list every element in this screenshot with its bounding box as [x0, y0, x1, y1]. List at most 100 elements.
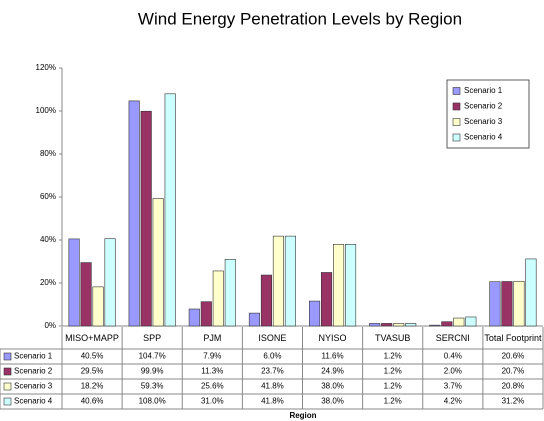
y-tick-label: 40% [40, 235, 56, 244]
y-tick-label: 60% [40, 192, 56, 201]
x-tick-label-box: TVASUB [375, 333, 411, 343]
bar [345, 244, 357, 327]
legend-swatch [452, 87, 461, 95]
legend-label: Scenario 3 [464, 117, 503, 126]
bar [381, 323, 393, 327]
bar [441, 321, 453, 327]
table-value: 25.6% [201, 382, 224, 391]
x-tick-label-box: SERCNI [435, 333, 470, 343]
bar [92, 286, 104, 327]
table-value: 38.0% [321, 382, 344, 391]
table-row-label: Scenario 3 [14, 382, 53, 391]
x-tick-label-box: ISONE [258, 333, 287, 343]
x-tick-label-box: NYISO [318, 333, 347, 343]
bar [188, 308, 200, 327]
table-value: 104.7% [139, 352, 166, 361]
legend-box [446, 79, 530, 149]
table-swatch [3, 397, 12, 406]
table-value: 31.2% [502, 397, 525, 406]
bar [525, 258, 537, 327]
table-value: 20.6% [502, 352, 525, 361]
x-tick-label: SERCNI [435, 333, 470, 343]
bar [393, 323, 405, 327]
bar [513, 280, 525, 327]
bar [104, 238, 116, 327]
bar [68, 238, 80, 327]
x-axis-label: Region [289, 411, 316, 420]
x-tick-label-box: MISO+MAPP [65, 333, 119, 343]
bar [321, 272, 333, 327]
x-tick-label: NYISO [318, 333, 347, 343]
bar [453, 317, 465, 327]
legend-swatch [452, 118, 461, 126]
table-value: 31.0% [201, 397, 224, 406]
x-tick-label: PJM [203, 333, 222, 343]
table-value: 23.7% [261, 367, 284, 376]
bar [80, 262, 92, 327]
table-value: 1.2% [384, 397, 402, 406]
legend-label: Scenario 2 [464, 102, 503, 111]
table-value: 0.4% [444, 352, 462, 361]
table-row-label: Scenario 4 [14, 397, 53, 406]
bar [309, 300, 321, 327]
table-value: 1.2% [384, 367, 402, 376]
table-value: 41.8% [261, 397, 284, 406]
table-swatch [3, 382, 12, 391]
bar [140, 110, 152, 327]
table-value: 3.7% [444, 382, 462, 391]
x-tick-label: TVASUB [375, 333, 411, 343]
bar [224, 259, 236, 327]
bar [248, 312, 260, 327]
bar [260, 274, 272, 327]
table-row-label: Scenario 2 [14, 367, 53, 376]
x-tick-label: Total Footprint [484, 333, 542, 343]
table-value: 40.5% [81, 352, 104, 361]
chart-title: Wind Energy Penetration Levels by Region [138, 9, 462, 28]
bar [152, 198, 164, 327]
table-value: 108.0% [139, 397, 166, 406]
table-value: 24.9% [321, 367, 344, 376]
table-value: 20.7% [502, 367, 525, 376]
x-tick-label-box: SPP [143, 333, 162, 343]
table-value: 59.3% [141, 382, 164, 391]
y-tick-label: 120% [36, 63, 56, 72]
y-tick-label: 100% [36, 106, 56, 115]
table-value: 2.0% [444, 367, 462, 376]
table-value: 18.2% [81, 382, 104, 391]
table-row-label: Scenario 1 [14, 352, 53, 361]
bar [429, 324, 441, 327]
x-tick-label: ISONE [258, 333, 287, 343]
bar [164, 93, 176, 327]
legend-label: Scenario 4 [464, 133, 503, 142]
table-swatch [3, 367, 12, 376]
table-value: 11.3% [201, 367, 223, 376]
x-tick-label: SPP [143, 333, 162, 343]
bar [212, 270, 224, 327]
table-value: 7.9% [203, 352, 221, 361]
bar [200, 301, 212, 327]
table-value: 29.5% [81, 367, 104, 376]
table-value: 6.0% [263, 352, 281, 361]
table-value: 1.2% [384, 382, 402, 391]
x-tick-label: MISO+MAPP [65, 333, 119, 343]
bar [405, 323, 417, 327]
bar [369, 323, 381, 327]
bar [489, 281, 501, 327]
table-value: 38.0% [321, 397, 344, 406]
table-value: 41.8% [261, 382, 284, 391]
table-value: 99.9% [141, 367, 164, 376]
table-value: 4.2% [444, 397, 462, 406]
bar [272, 235, 284, 327]
bar [333, 244, 345, 327]
y-tick-label: 80% [40, 149, 56, 158]
bar [128, 100, 140, 327]
table-swatch [3, 352, 12, 361]
x-tick-label-box: PJM [203, 333, 222, 343]
x-tick-label-box: Total Footprint [484, 333, 542, 343]
table-value: 11.6% [322, 352, 344, 361]
legend-swatch [452, 133, 461, 142]
legend-swatch [452, 102, 461, 111]
legend-label: Scenario 1 [464, 86, 503, 95]
bar [284, 235, 296, 327]
